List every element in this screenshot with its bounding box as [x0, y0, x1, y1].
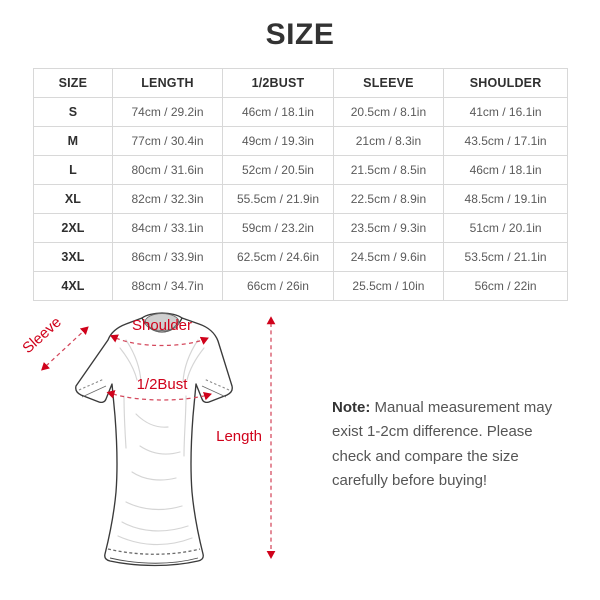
column-header-size: SIZE	[33, 68, 113, 98]
sleeve-cuff-right-edge	[201, 385, 227, 398]
cell-size: 3XL	[33, 242, 113, 272]
column-header-length: LENGTH	[111, 68, 224, 98]
note-block: Note: Manual measurement may exist 1-2cm…	[332, 396, 572, 493]
column-header-bust: 1/2BUST	[222, 68, 334, 98]
column-header-sleeve: SLEEVE	[332, 68, 445, 98]
column-header-shoulder: SHOULDER	[443, 68, 568, 98]
cell-shoulder: 48.5cm / 19.1in	[443, 184, 568, 214]
shoulder-dashed-line	[109, 334, 209, 347]
table-row: S 74cm / 29.2in 46cm / 18.1in 20.5cm / 8…	[33, 97, 568, 127]
cell-size: XL	[33, 184, 113, 214]
hem-stitch	[107, 548, 201, 555]
cell-length: 82cm / 32.3in	[111, 184, 224, 214]
table-row: 3XL 86cm / 33.9in 62.5cm / 24.6in 24.5cm…	[33, 242, 568, 272]
length-label: Length	[216, 428, 262, 445]
table-header-row: SIZE LENGTH 1/2BUST SLEEVE SHOULDER	[33, 68, 568, 98]
cell-sleeve: 24.5cm / 9.6in	[332, 242, 445, 272]
half-bust-measurement: 1/2Bust	[106, 376, 212, 401]
cell-bust: 46cm / 18.1in	[222, 97, 334, 127]
cell-size: 2XL	[33, 213, 113, 243]
cell-sleeve: 23.5cm / 9.3in	[332, 213, 445, 243]
cell-shoulder: 46cm / 18.1in	[443, 155, 568, 185]
cell-length: 80cm / 31.6in	[111, 155, 224, 185]
page-title: SIZE	[265, 18, 335, 51]
cell-sleeve: 22.5cm / 8.9in	[332, 184, 445, 214]
measurement-diagram: Shoulder Sleeve 1/2Bust Length	[0, 296, 320, 596]
sleeve-measurement: Sleeve	[19, 314, 89, 371]
note-text: Manual measurement may exist 1-2cm diffe…	[332, 399, 553, 489]
shoulder-label: Shoulder	[132, 317, 192, 334]
table-row: L 80cm / 31.6in 52cm / 20.5in 21.5cm / 8…	[33, 155, 568, 185]
collar-inner-line	[144, 320, 180, 333]
cell-sleeve: 25.5cm / 10in	[332, 271, 445, 301]
size-table: SIZE LENGTH 1/2BUST SLEEVE SHOULDER S 74…	[33, 68, 568, 301]
table-row: 2XL 84cm / 33.1in 59cm / 23.2in 23.5cm /…	[33, 213, 568, 243]
neck-opening	[144, 313, 180, 331]
cell-length: 77cm / 30.4in	[111, 126, 224, 156]
tshirt-body-outline	[75, 317, 233, 567]
tshirt-illustration	[75, 312, 233, 567]
cell-sleeve: 20.5cm / 8.1in	[332, 97, 445, 127]
length-measurement: Length	[216, 316, 276, 560]
cell-shoulder: 56cm / 22in	[443, 271, 568, 301]
cell-bust: 49cm / 19.3in	[222, 126, 334, 156]
shoulder-measurement: Shoulder	[109, 317, 209, 347]
sleeve-cuff-left-edge	[81, 385, 107, 398]
cell-length: 86cm / 33.9in	[111, 242, 224, 272]
cell-shoulder: 41cm / 16.1in	[443, 97, 568, 127]
cell-shoulder: 51cm / 20.1in	[443, 213, 568, 243]
cell-bust: 52cm / 20.5in	[222, 155, 334, 185]
halfbust-dashed-line	[106, 390, 212, 401]
table-row: 4XL 88cm / 34.7in 66cm / 26in 25.5cm / 1…	[33, 271, 568, 301]
cell-shoulder: 43.5cm / 17.1in	[443, 126, 568, 156]
table-row: M 77cm / 30.4in 49cm / 19.3in 21cm / 8.3…	[33, 126, 568, 156]
cell-sleeve: 21cm / 8.3in	[332, 126, 445, 156]
note-label: Note:	[332, 399, 371, 416]
cell-size: M	[33, 126, 113, 156]
halfbust-label: 1/2Bust	[137, 376, 189, 393]
cell-bust: 55.5cm / 21.9in	[222, 184, 334, 214]
cell-bust: 62.5cm / 24.6in	[222, 242, 334, 272]
cell-size: S	[33, 97, 113, 127]
cell-sleeve: 21.5cm / 8.5in	[332, 155, 445, 185]
size-table-container: SIZE LENGTH 1/2BUST SLEEVE SHOULDER S 74…	[33, 68, 568, 301]
table-row: XL 82cm / 32.3in 55.5cm / 21.9in 22.5cm …	[33, 184, 568, 214]
cell-length: 88cm / 34.7in	[111, 271, 224, 301]
cell-size: L	[33, 155, 113, 185]
cell-size: 4XL	[33, 271, 113, 301]
sleeve-label: Sleeve	[19, 314, 64, 357]
cell-length: 84cm / 33.1in	[111, 213, 224, 243]
hem-edge	[109, 557, 199, 564]
cell-length: 74cm / 29.2in	[111, 97, 224, 127]
sleeve-dashed-line	[41, 326, 89, 371]
cell-bust: 59cm / 23.2in	[222, 213, 334, 243]
cell-shoulder: 53.5cm / 21.1in	[443, 242, 568, 272]
